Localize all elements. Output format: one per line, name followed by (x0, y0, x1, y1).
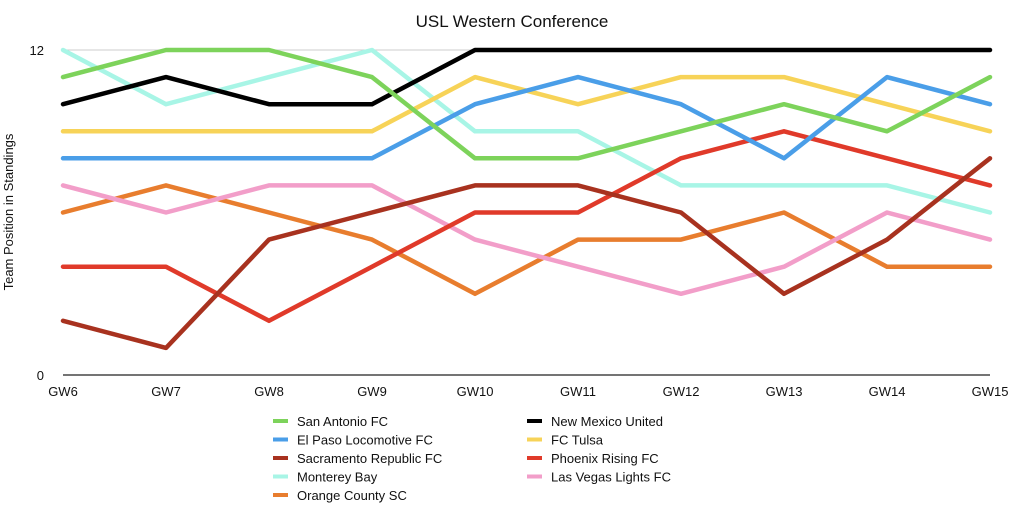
series-line (60, 183, 993, 297)
y-tick-labels: 0 12 (30, 43, 44, 383)
series-line (60, 74, 993, 161)
x-tick-label: GW15 (972, 384, 1009, 399)
x-tick-label: GW7 (151, 384, 181, 399)
legend-label: El Paso Locomotive FC (297, 433, 433, 448)
legend-label: New Mexico United (551, 414, 663, 429)
legend-label: Phoenix Rising FC (551, 451, 659, 466)
x-tick-label: GW6 (48, 384, 78, 399)
y-axis-label: Team Position in Standings (1, 133, 16, 290)
legend-label: Monterey Bay (297, 470, 378, 485)
series-line (60, 156, 993, 351)
legend-label: Sacramento Republic FC (297, 451, 442, 466)
legend-label: FC Tulsa (551, 433, 604, 448)
x-tick-label: GW8 (254, 384, 284, 399)
series-line (60, 47, 993, 107)
x-tick-label: GW12 (663, 384, 700, 399)
legend-label: San Antonio FC (297, 414, 388, 429)
x-tick-labels: GW6 GW7 GW8 GW9 GW10 GW11 GW12 GW13 GW14 GW15 (48, 384, 1008, 399)
y-tick-label: 12 (30, 43, 44, 58)
legend-label: Orange County SC (297, 488, 407, 503)
y-tick-label: 0 (37, 368, 44, 383)
x-tick-label: GW14 (869, 384, 906, 399)
series-line (60, 47, 993, 161)
legend-label: Las Vegas Lights FC (551, 470, 671, 485)
x-tick-label: GW11 (560, 384, 596, 399)
chart-title: USL Western Conference (416, 12, 609, 31)
x-tick-label: GW10 (457, 384, 494, 399)
legend: San Antonio FC New Mexico United El Paso L… (273, 414, 671, 503)
x-tick-label: GW9 (357, 384, 387, 399)
x-tick-label: GW13 (766, 384, 803, 399)
series-lines (60, 47, 993, 351)
